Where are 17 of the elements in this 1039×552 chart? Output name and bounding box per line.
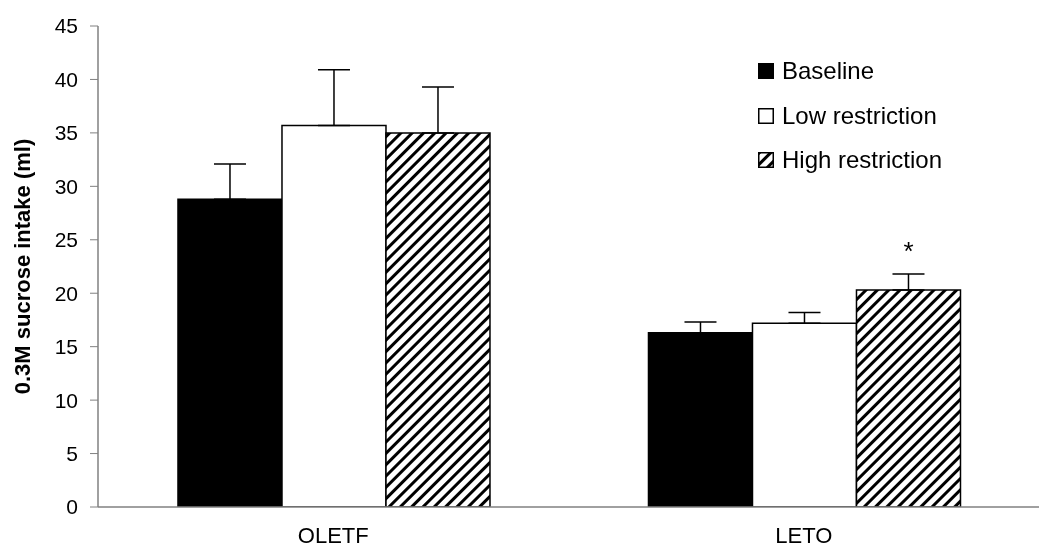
- legend-label: High restriction: [782, 146, 943, 175]
- y-tick-label: 45: [54, 14, 78, 38]
- y-tick-label: 5: [66, 442, 78, 466]
- legend-label: Baseline: [782, 57, 875, 86]
- y-tick-label: 15: [54, 335, 78, 359]
- y-tick-label: 20: [54, 281, 78, 305]
- y-tick-label: 35: [54, 121, 78, 145]
- y-tick-label: 25: [54, 228, 78, 252]
- y-tick-label: 0: [66, 495, 78, 519]
- x-tick-label: LETO: [775, 522, 833, 548]
- x-tick-label: OLETF: [297, 522, 369, 548]
- y-tick-label: 30: [54, 174, 78, 198]
- y-axis-title: 0.3M sucrose intake (ml): [9, 138, 35, 395]
- data-label: *: [903, 235, 914, 266]
- y-tick-label: 40: [54, 67, 78, 91]
- legend-label: Low restriction: [782, 101, 937, 130]
- y-tick-label: 10: [54, 388, 78, 412]
